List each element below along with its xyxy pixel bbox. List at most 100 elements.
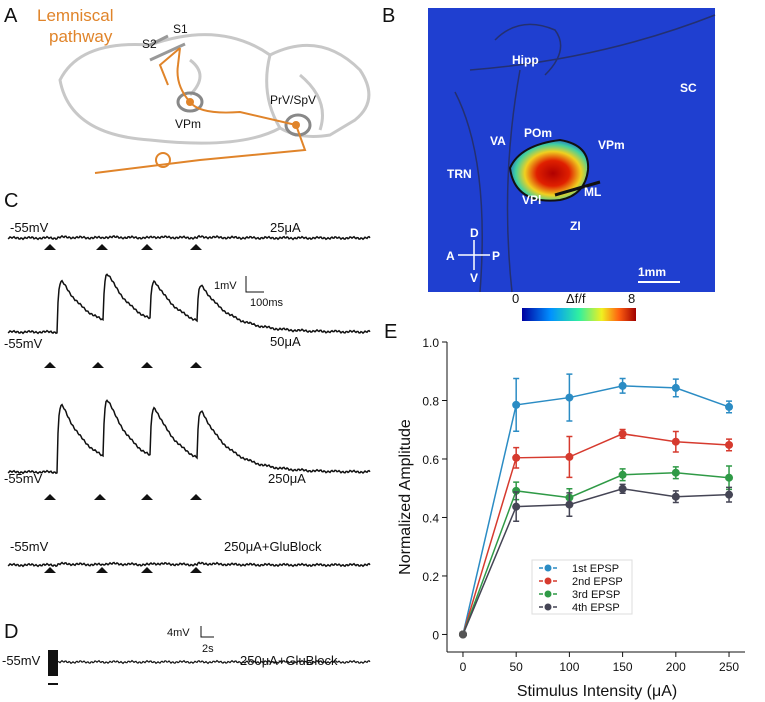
- potential-label: -55mV: [2, 653, 41, 668]
- area-label: Hipp: [512, 53, 539, 67]
- prv-outline: [284, 113, 312, 137]
- area-label: VPm: [175, 117, 201, 131]
- series-line: [462, 385, 730, 635]
- panel-c: C -55mV 25μA -55mV 50μA -55mV 250μA -55m…: [2, 190, 371, 685]
- x-tick-label: 50: [509, 660, 523, 674]
- potential-label: -55mV: [4, 336, 43, 351]
- stimulus-arrow: [141, 494, 153, 500]
- colorbar: [522, 308, 636, 321]
- trace: [7, 234, 371, 241]
- data-point: [725, 402, 734, 411]
- trace: [7, 273, 371, 335]
- data-point: [671, 437, 680, 446]
- colorbar-label: 8: [628, 291, 635, 306]
- stimulus-marker: [48, 683, 58, 685]
- data-point: [458, 630, 467, 639]
- brain-outline: [58, 33, 371, 145]
- potential-label: -55mV: [10, 220, 49, 235]
- area-label: ZI: [570, 219, 581, 233]
- legend-marker: [544, 590, 552, 598]
- scale-bar-label: 2s: [202, 643, 214, 655]
- stimulus-arrow: [44, 362, 56, 368]
- area-label: S2: [142, 37, 157, 51]
- area-label: VA: [490, 134, 506, 148]
- y-axis-title: Normalized Amplitude: [397, 419, 414, 575]
- data-point: [512, 502, 521, 511]
- stimulus-label: 25μA: [270, 220, 301, 235]
- pathway-title: pathway: [49, 27, 113, 46]
- stimulus-arrow: [92, 362, 104, 368]
- stimulus-arrow: [44, 567, 56, 573]
- legend-label: 3rd EPSP: [572, 589, 620, 601]
- legend-marker: [544, 603, 552, 611]
- y-tick-label: 0: [432, 628, 439, 642]
- x-tick-label: 200: [666, 660, 686, 674]
- stimulus-arrow: [141, 567, 153, 573]
- colorbar-label: 0: [512, 291, 519, 306]
- potential-label: -55mV: [10, 539, 49, 554]
- stimulus-arrow: [190, 244, 202, 250]
- area-label: POm: [524, 126, 552, 140]
- series-line: [462, 471, 730, 635]
- data-point: [512, 453, 521, 462]
- neuron: [186, 98, 194, 106]
- panel-letter: C: [4, 190, 18, 212]
- y-tick-label: 0.6: [422, 453, 439, 467]
- scale-bar-label: 100ms: [250, 297, 284, 309]
- stimulus-arrow: [96, 567, 108, 573]
- stimulus-arrow: [44, 494, 56, 500]
- boundary: [454, 14, 716, 293]
- stimulus-arrow: [141, 244, 153, 250]
- panel-letter: E: [384, 321, 397, 343]
- data-point: [725, 490, 734, 499]
- data-point: [725, 440, 734, 449]
- x-axis-title: Stimulus Intensity (μA): [517, 683, 677, 700]
- panel-letter: A: [4, 5, 18, 27]
- compass-label: V: [470, 271, 478, 285]
- compass-label: P: [492, 249, 500, 263]
- y-tick-label: 0.2: [422, 570, 439, 584]
- area-label: VPl: [522, 193, 541, 207]
- data-point: [671, 492, 680, 501]
- legend-marker: [544, 577, 552, 585]
- x-tick-label: 250: [719, 660, 739, 674]
- cortex: [149, 34, 186, 62]
- trace: [7, 561, 371, 568]
- stimulus-arrow: [44, 244, 56, 250]
- stimulus-artifact: [48, 650, 58, 676]
- stimulus-arrow: [190, 567, 202, 573]
- stimulus-label: 250μA+GluBlock: [240, 653, 338, 668]
- stimulus-arrow: [190, 494, 202, 500]
- trace: [7, 399, 371, 475]
- scale-bar: [200, 626, 214, 638]
- x-tick-label: 150: [613, 660, 633, 674]
- x-tick-label: 100: [559, 660, 579, 674]
- data-point: [565, 393, 574, 402]
- vpm-outline: [176, 91, 204, 113]
- series-line: [462, 433, 730, 635]
- panel-letter: B: [382, 5, 395, 27]
- potential-label: -55mV: [4, 471, 43, 486]
- data-point: [618, 484, 627, 493]
- compass-label: A: [446, 249, 455, 263]
- area-label: TRN: [447, 167, 472, 181]
- stimulus-label: 250μA+GluBlock: [224, 539, 322, 554]
- area-label: ML: [584, 185, 601, 199]
- pathway: [94, 47, 307, 174]
- neuron: [292, 121, 300, 129]
- panel-b: B Hipp SC VA POm VPm TRN ML VPl ZI D A P…: [382, 5, 716, 321]
- data-point: [725, 473, 734, 482]
- scale-bar-label: 1mm: [638, 265, 666, 279]
- legend-label: 4th EPSP: [572, 602, 620, 614]
- data-point: [565, 500, 574, 509]
- area-label: PrV/SpV: [270, 93, 316, 107]
- data-point: [565, 452, 574, 461]
- boundary: [554, 180, 601, 197]
- scale-bar-label: 1mV: [214, 280, 237, 292]
- series-line: [462, 488, 730, 635]
- stimulus-label: 50μA: [270, 334, 301, 349]
- x-tick-label: 0: [460, 660, 467, 674]
- compass-label: D: [470, 226, 479, 240]
- stimulus-arrow: [190, 362, 202, 368]
